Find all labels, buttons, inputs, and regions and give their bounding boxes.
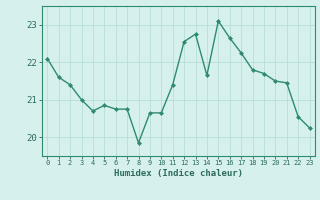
X-axis label: Humidex (Indice chaleur): Humidex (Indice chaleur) [114,169,243,178]
